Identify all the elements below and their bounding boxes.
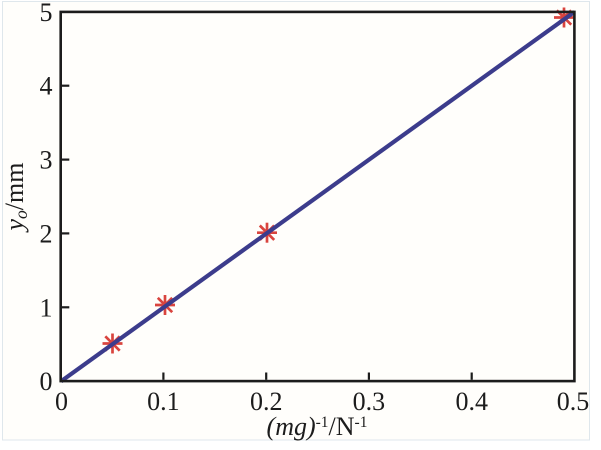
svg-text:0.2: 0.2 (250, 387, 283, 416)
svg-text:0.3: 0.3 (353, 387, 386, 416)
svg-text:0: 0 (40, 367, 53, 396)
svg-text:2: 2 (40, 219, 53, 248)
svg-text:0.4: 0.4 (455, 387, 488, 416)
svg-text:3: 3 (40, 146, 53, 175)
svg-text:0: 0 (55, 387, 68, 416)
svg-text:0.5: 0.5 (557, 387, 590, 416)
svg-text:(mg)-1/N-1: (mg)-1/N-1 (267, 412, 368, 441)
svg-text:5: 5 (40, 0, 53, 27)
svg-text:4: 4 (40, 72, 53, 101)
svg-text:yo/mm: yo/mm (0, 163, 31, 234)
svg-text:0.1: 0.1 (147, 387, 180, 416)
svg-text:1: 1 (40, 293, 53, 322)
